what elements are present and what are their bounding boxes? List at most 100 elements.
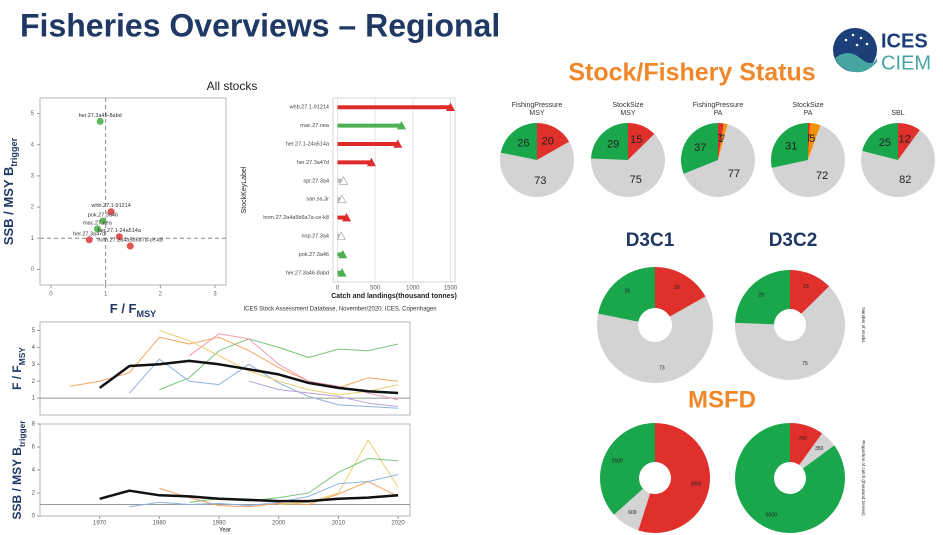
- x-axis-label-sub: MSY: [137, 309, 157, 319]
- slice: [628, 123, 655, 160]
- x-axis-label: F / FMSY: [110, 301, 156, 319]
- y-tick-label: 4: [32, 345, 36, 351]
- slice: [681, 123, 718, 174]
- plot-frame: [332, 97, 456, 283]
- y-tick-label: 5: [31, 111, 35, 117]
- series-line: [159, 330, 399, 396]
- slice: [808, 123, 811, 160]
- y-tick-label: her.27.3a47d: [297, 160, 329, 166]
- y-tick-label: 3: [32, 362, 36, 368]
- slice-label: 82: [899, 174, 911, 186]
- point: [96, 117, 104, 125]
- slice-label: 73: [659, 365, 665, 371]
- point-label: her.27.3a46-8abd: [79, 113, 122, 119]
- source-caption: ICES Stock Assessment Database, November…: [243, 307, 436, 313]
- slice: [799, 433, 835, 469]
- y-axis-label-main: SSB / MSY B: [1, 167, 16, 246]
- x-tick-label: 2010: [332, 521, 346, 527]
- y-tick-label: 4: [32, 468, 36, 474]
- slice-label: 75: [802, 361, 808, 367]
- bar-end: [337, 268, 347, 277]
- logo-star: [851, 33, 855, 37]
- chart-title: MSY: [620, 110, 636, 117]
- slice-label: 6000: [766, 512, 777, 518]
- chart-title: PA: [714, 110, 723, 117]
- y-tick-label: nop.27.3a4: [301, 233, 329, 239]
- point: [85, 236, 93, 244]
- y-tick-label: 6: [32, 445, 36, 451]
- logo: ICES CIEM: [833, 28, 931, 74]
- slice: [862, 123, 898, 160]
- series-line: [278, 439, 399, 505]
- slice-label: 2600: [612, 458, 623, 464]
- y-axis-label: Number of stocks: [861, 307, 866, 343]
- y-tick-label: 4: [31, 142, 35, 148]
- slice: [734, 286, 845, 380]
- series-line: [129, 358, 399, 409]
- logo-star: [855, 43, 859, 47]
- slice: [638, 423, 710, 533]
- y-tick-label: san.sa.3r: [306, 197, 329, 203]
- y-axis-label: SSB / MSY Btrigger: [1, 137, 19, 245]
- point: [93, 225, 101, 233]
- series-line: [248, 380, 399, 407]
- plot-frame: [39, 321, 411, 416]
- logo-star: [859, 36, 863, 40]
- series-line: [129, 474, 399, 508]
- slice-label: 2: [719, 133, 725, 145]
- series-line: [159, 481, 399, 508]
- y-tick-label: 5: [32, 328, 36, 334]
- bar-end: [397, 120, 407, 130]
- bar-end: [445, 102, 455, 111]
- slice-label: 26: [625, 289, 631, 295]
- slice: [537, 123, 570, 160]
- slice-label: 29: [607, 138, 619, 150]
- slice-label: 25: [879, 137, 891, 149]
- bar-end: [366, 157, 376, 167]
- slice: [718, 123, 724, 160]
- slice-label: 12: [899, 134, 911, 146]
- point-label: whb.27.1-91214: [90, 203, 130, 209]
- slice: [718, 123, 728, 160]
- y-axis-label-sub: trigger: [9, 137, 19, 166]
- slice: [598, 267, 655, 322]
- slice: [734, 423, 845, 534]
- slice-label: 15: [803, 284, 809, 290]
- y-tick-label: her.27.1-24a514a: [286, 141, 330, 147]
- bar-end: [337, 194, 347, 203]
- slice-label: 26: [517, 137, 529, 149]
- slice: [596, 296, 713, 383]
- slice-label: 72: [816, 170, 828, 182]
- logo-main: ICES: [881, 30, 928, 52]
- y-axis-label: StockKeyLabel: [241, 166, 248, 213]
- logo-star: [865, 42, 869, 46]
- section-heading: D3C2: [769, 230, 818, 251]
- point: [126, 242, 134, 250]
- bar-end: [393, 139, 403, 148]
- y-tick-label: 0: [31, 267, 35, 273]
- y-axis-label-sub: trigger: [17, 420, 27, 447]
- x-tick-label: 0: [49, 292, 53, 298]
- slice-label: 29: [758, 292, 764, 298]
- x-axis-label: Catch and landings(thousand tonnes): [331, 293, 457, 300]
- y-tick-label: pok.27.3a46: [299, 252, 329, 258]
- x-tick-label: 500: [370, 286, 381, 292]
- y-axis-label-main: SSB / MSY B: [10, 447, 24, 520]
- chart-title: FishingPressure: [693, 102, 744, 109]
- y-tick-label: mac.27.nea: [300, 123, 330, 129]
- series-line: [98, 359, 399, 395]
- x-tick-label: 1990: [212, 521, 226, 527]
- y-tick-label: 2: [32, 379, 36, 385]
- slide-title: Fisheries Overviews – Regional: [20, 7, 500, 43]
- y-axis-label: F / FMSY: [10, 347, 27, 390]
- series-line: [99, 489, 399, 503]
- section-heading: D3C1: [626, 230, 675, 251]
- x-tick-label: 1: [104, 292, 108, 298]
- section-heading: MSFD: [688, 386, 756, 413]
- x-tick-label: 1970: [93, 521, 107, 527]
- y-tick-label: 8: [32, 422, 36, 428]
- x-tick-label: 0: [336, 286, 340, 292]
- point-label: her.27.3a47d: [73, 231, 105, 237]
- y-tick-label: 0: [32, 514, 36, 520]
